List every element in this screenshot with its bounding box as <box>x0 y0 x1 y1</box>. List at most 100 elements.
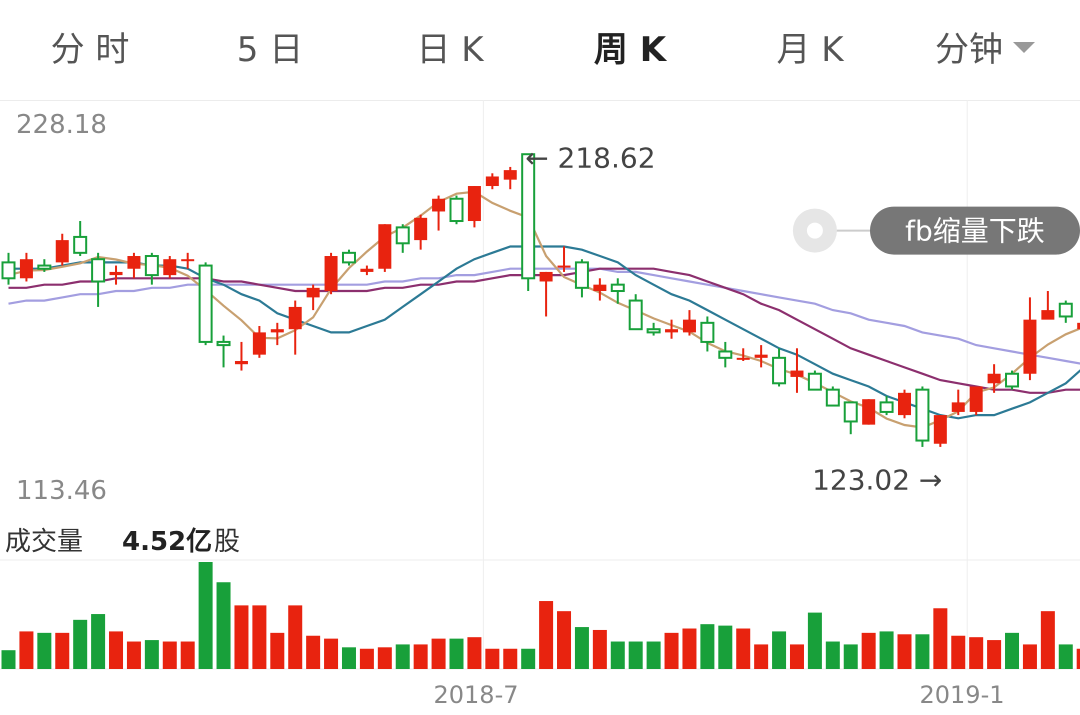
chart-grid <box>0 100 1080 670</box>
volume-bar <box>431 638 446 669</box>
tab-5day[interactable]: 5 日 <box>236 30 304 70</box>
candle-body <box>593 284 607 292</box>
candle-body <box>360 268 374 272</box>
candle <box>378 224 392 272</box>
volume-bar <box>557 611 572 669</box>
candle <box>951 389 965 416</box>
volume-bar <box>628 641 643 669</box>
candle-body <box>898 392 911 416</box>
candle <box>19 252 33 282</box>
candle-body <box>700 321 715 343</box>
volume-bar <box>19 631 34 669</box>
y-max-label: 228.18 <box>16 110 107 140</box>
candle-body <box>825 388 840 407</box>
volume-label: 成交量 <box>5 527 83 557</box>
volume-bars <box>1 562 1080 669</box>
candle-body <box>324 256 338 292</box>
candle-body <box>951 402 965 412</box>
candle-body <box>665 329 679 333</box>
volume-bar <box>449 638 464 669</box>
candle-body <box>37 264 52 270</box>
candle <box>449 195 464 225</box>
candle <box>915 386 930 447</box>
volume-bar <box>162 641 177 669</box>
candle <box>198 262 213 346</box>
candle-body <box>682 319 696 333</box>
tab-minute[interactable]: 分钟 <box>910 22 1060 78</box>
candlesticks <box>1 153 1080 447</box>
candle <box>574 259 589 298</box>
x-label-2018-7: 2018-7 <box>433 681 518 709</box>
candle-body <box>341 251 356 264</box>
candle-body <box>449 197 464 223</box>
candle-body <box>378 224 392 269</box>
volume-bar <box>503 648 518 669</box>
tab-intraday[interactable]: 分 时 <box>50 30 130 70</box>
candle-body <box>807 372 822 391</box>
candle <box>807 370 822 391</box>
candle <box>700 316 715 352</box>
tab-monthly-k[interactable]: 月 K <box>776 30 844 70</box>
candle-body <box>1041 310 1055 320</box>
tab-daily-k[interactable]: 日 K <box>416 30 484 70</box>
event-annotation[interactable]: fb缩量下跌 <box>792 206 1080 255</box>
stock-chart[interactable]: 228.18 113.46 ← 218.62 123.02 → fb缩量下跌 成… <box>0 100 1080 715</box>
candle-body <box>55 240 69 263</box>
candle <box>665 319 679 339</box>
candle-body <box>91 258 106 283</box>
volume-bar <box>144 640 159 669</box>
candle-body <box>718 350 733 359</box>
candle <box>144 252 159 285</box>
candle <box>843 401 858 435</box>
candle <box>55 233 69 266</box>
candle <box>252 326 266 358</box>
y-min-label: 113.46 <box>16 476 107 506</box>
volume-bar <box>772 631 787 669</box>
volume-bar <box>521 648 536 669</box>
candle <box>414 214 428 250</box>
candle <box>216 335 231 368</box>
volume-bar <box>1058 644 1073 669</box>
volume-bar <box>91 614 106 669</box>
ma5-line <box>8 190 1080 429</box>
candle-body <box>736 357 750 360</box>
volume-bar <box>843 644 858 669</box>
candle-body <box>306 287 320 298</box>
volume-bar <box>736 628 751 669</box>
candle <box>432 195 446 231</box>
volume-bar <box>467 637 482 669</box>
candle-body <box>987 373 1001 384</box>
candle-body <box>163 259 177 276</box>
candle <box>1077 322 1080 330</box>
candle <box>879 396 894 416</box>
volume-bar <box>126 641 141 669</box>
candle <box>181 252 195 269</box>
candle-body <box>181 259 195 262</box>
volume-bar <box>1076 648 1080 669</box>
candle <box>288 300 302 355</box>
candle <box>1058 300 1073 323</box>
tab-weekly-k[interactable]: 周 K <box>593 30 667 70</box>
volume-bar <box>395 644 410 669</box>
candle <box>646 322 661 336</box>
candle <box>772 348 787 387</box>
candle-body <box>754 354 768 358</box>
candle-body <box>1023 319 1037 374</box>
volume-bar <box>825 641 840 669</box>
annotation-text: fb缩量下跌 <box>905 215 1045 248</box>
low-price-marker: 123.02 → <box>812 464 942 497</box>
candle <box>1023 297 1037 381</box>
candle-body <box>1077 322 1080 330</box>
tab-minute-label: 分钟 <box>935 30 1003 70</box>
candle-body <box>772 356 787 385</box>
volume-bar <box>682 628 697 669</box>
candle <box>127 252 141 279</box>
volume-bar <box>1005 632 1020 669</box>
volume-bar <box>180 641 195 669</box>
candle <box>163 256 177 279</box>
volume-bar <box>754 644 769 669</box>
candle-body <box>414 217 428 241</box>
volume-bar <box>109 631 124 669</box>
volume-bar <box>413 644 428 669</box>
candle-body <box>915 388 930 442</box>
